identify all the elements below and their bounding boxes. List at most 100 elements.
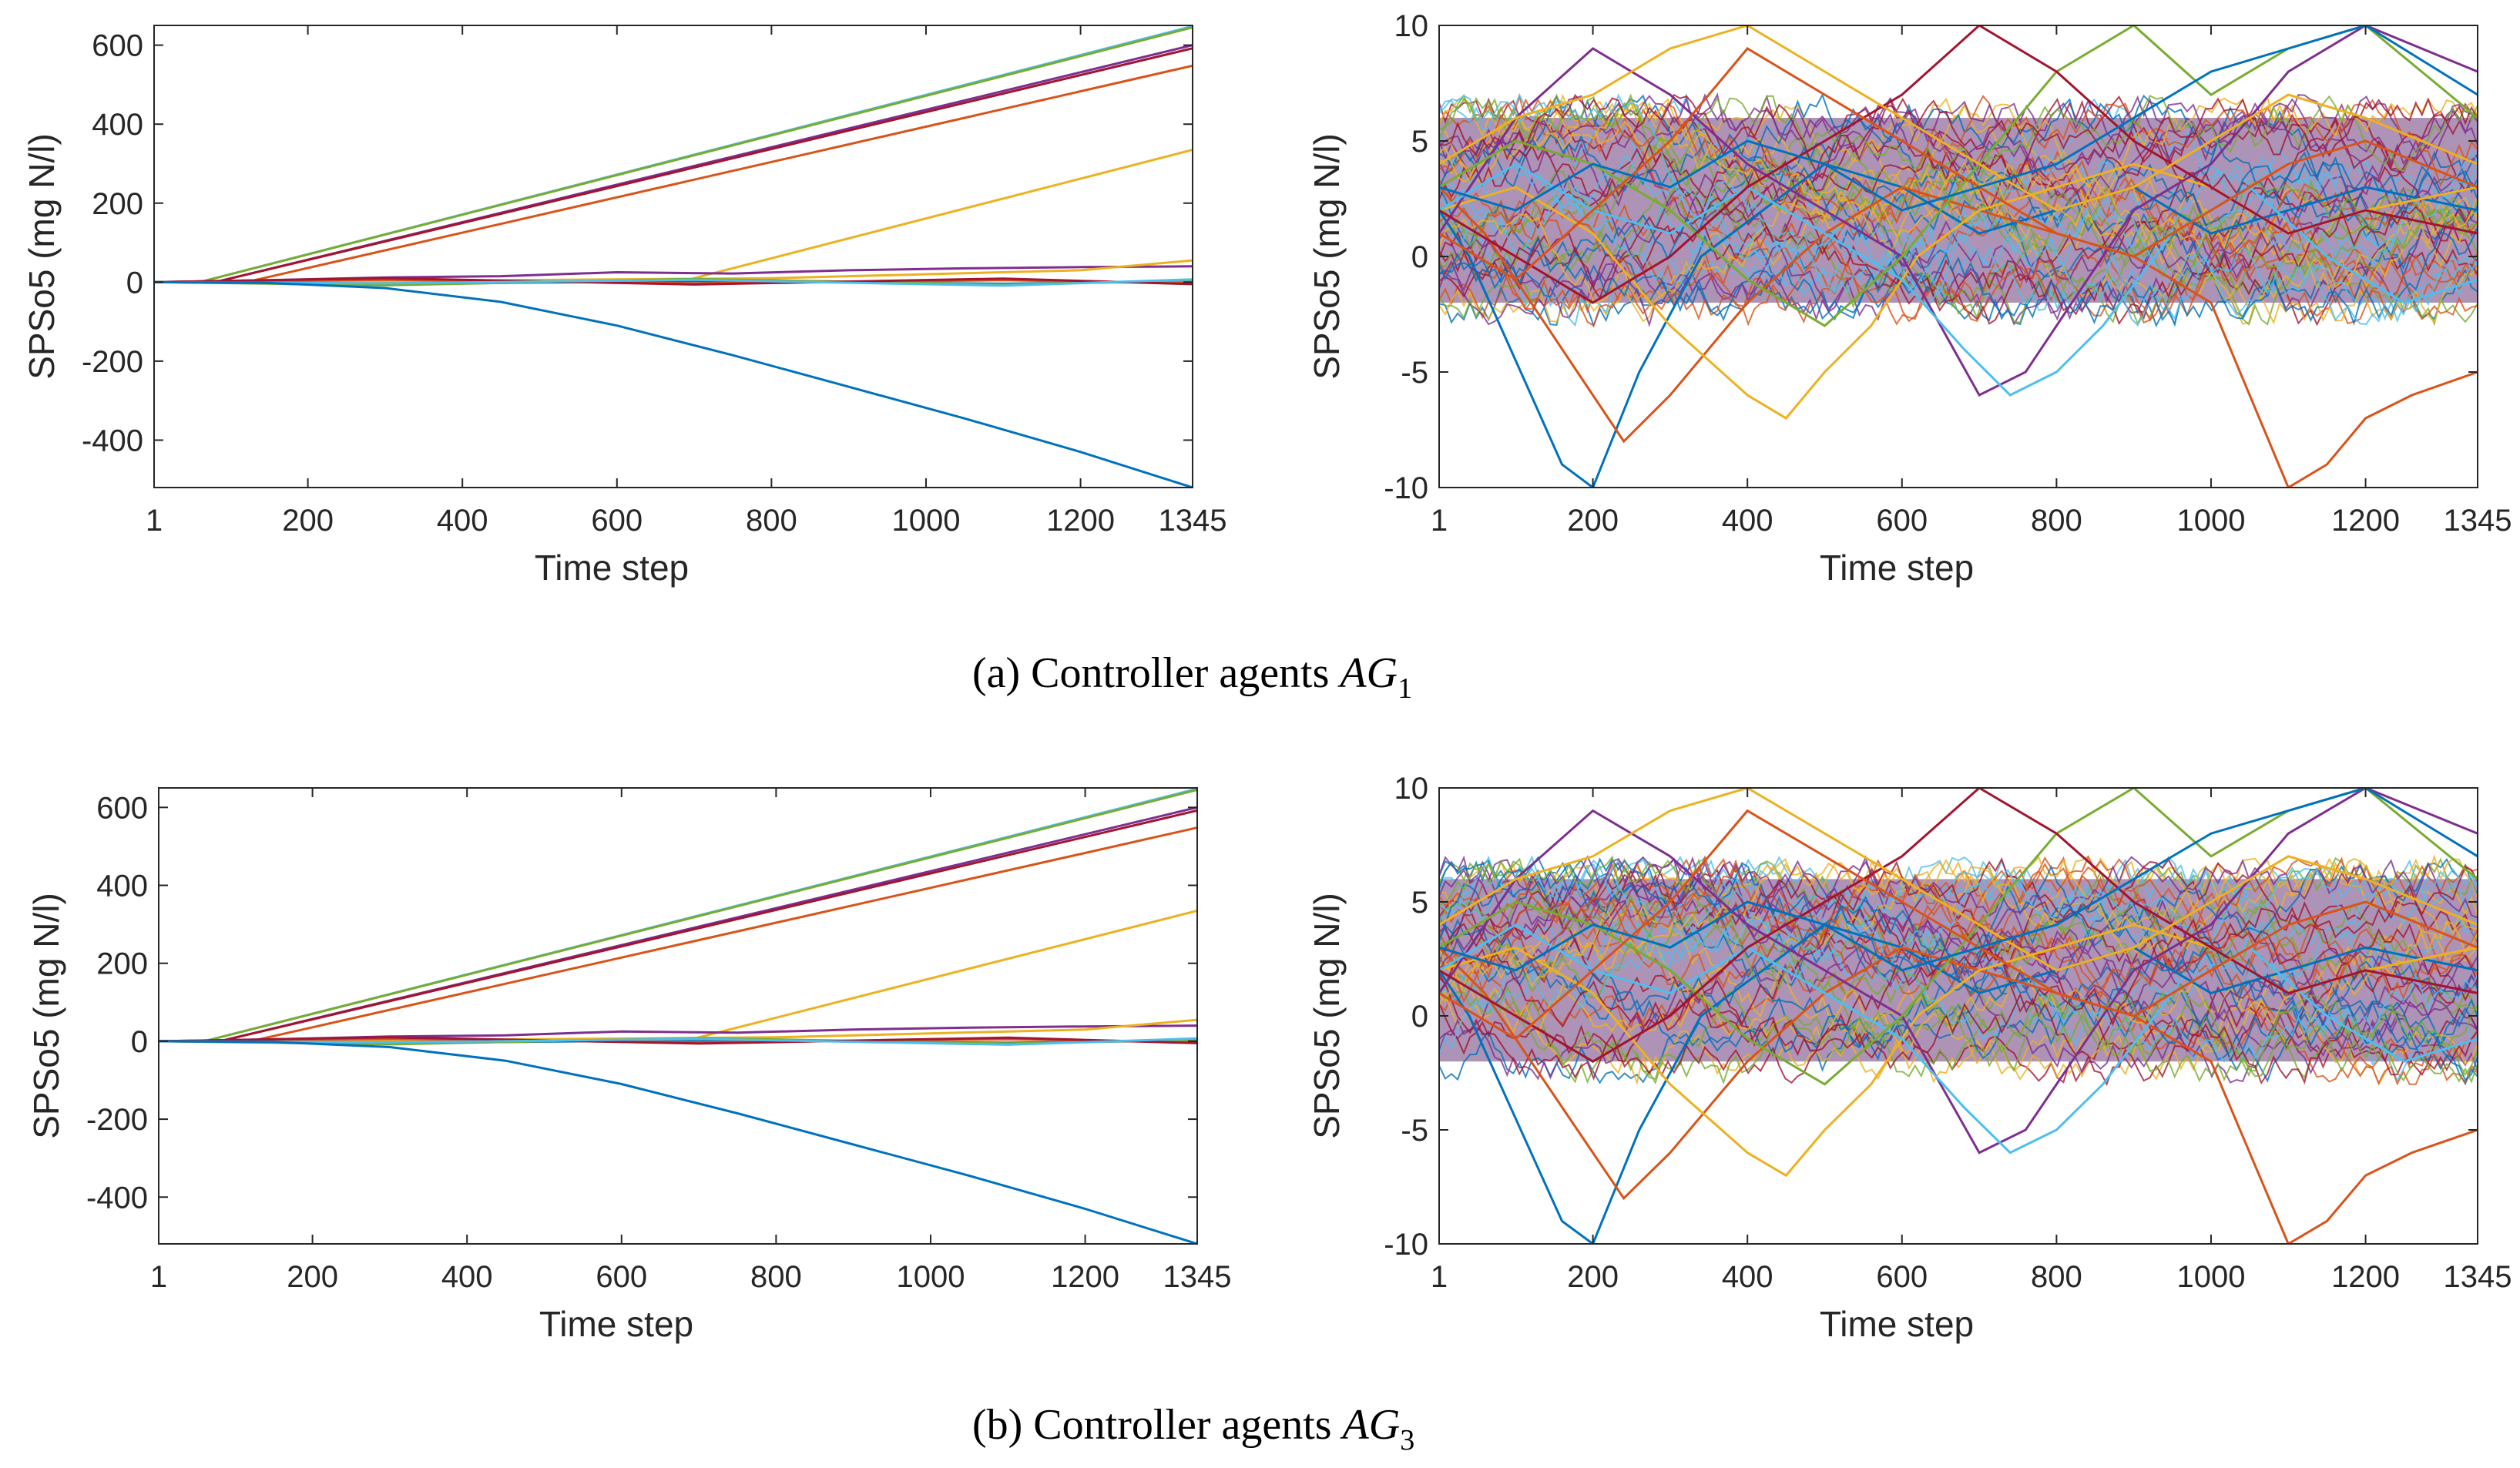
series-line-s5 — [159, 826, 1197, 1043]
series-line-r8 — [1439, 25, 2478, 212]
x-tick-label: 200 — [1567, 1260, 1619, 1294]
x-tick-label: 400 — [441, 1260, 493, 1294]
y-tick-label: -5 — [1401, 356, 1428, 390]
series-line-r7 — [1439, 25, 2478, 304]
x-tick-label: 400 — [1722, 504, 1773, 538]
x-tick-label: 1200 — [1046, 504, 1115, 538]
series-line-r5 — [1439, 923, 2478, 1155]
x-tick-label: 600 — [591, 504, 643, 538]
series-line-r6 — [1439, 25, 2478, 327]
series-line-r1 — [1439, 923, 2478, 1244]
caption-b-prefix: (b) Controller agents — [972, 1401, 1343, 1449]
bundle-trace — [1439, 855, 2478, 973]
y-tick-label: 5 — [1411, 886, 1428, 920]
x-tick-label: 600 — [596, 1260, 647, 1294]
caption-b: (b) Controller agents AG3 — [972, 1401, 1414, 1456]
series-line-r8 — [1439, 788, 2478, 972]
caption-a-prefix: (a) Controller agents — [972, 649, 1340, 697]
series-line-r7 — [1439, 788, 2478, 1063]
x-tick-label: 200 — [282, 504, 334, 538]
series-line-r6 — [1439, 788, 2478, 1086]
y-tick-label: 10 — [1394, 9, 1429, 43]
bundle-trace — [1439, 857, 2478, 1040]
x-tick-label: 1200 — [2331, 504, 2400, 538]
y-tick-label: 10 — [1394, 772, 1429, 806]
x-tick-label: 1 — [146, 504, 163, 538]
x-tick-label: 1200 — [2331, 1260, 2400, 1294]
y-tick-label: 0 — [126, 266, 143, 300]
x-tick-label: 1345 — [2444, 504, 2512, 538]
x-tick-label: 200 — [1567, 504, 1619, 538]
series-line-r5 — [1439, 163, 2478, 397]
x-tick-label: 1000 — [2176, 1260, 2245, 1294]
series-line-r10 — [1439, 25, 2478, 212]
bundle-trace — [1439, 93, 2478, 327]
bundle-trace — [1439, 163, 2478, 307]
x-tick-label: 1000 — [2176, 504, 2245, 538]
bundle-trace — [1439, 96, 2478, 273]
caption-a-index: 1 — [1398, 672, 1412, 705]
bundle-trace — [1439, 136, 2478, 323]
bundle-trace — [1439, 169, 2478, 323]
x-tick-label: 1000 — [896, 1260, 965, 1294]
bundle-trace — [1439, 856, 2478, 1000]
y-axis-label: SPSo5 (mg N/l) — [1307, 133, 1347, 380]
x-tick-label: 400 — [437, 504, 488, 538]
y-axis-label: SPSo5 (mg N/l) — [26, 893, 66, 1139]
x-tick-label: 1200 — [1051, 1260, 1119, 1294]
y-tick-label: 200 — [92, 187, 143, 221]
bundle-trace — [1439, 142, 2478, 326]
bundle-trace — [1439, 873, 2478, 977]
axes-box — [153, 25, 1193, 488]
plot-area — [154, 25, 1193, 488]
bundle-trace — [1439, 93, 2478, 173]
bundle-trace — [1439, 855, 2478, 917]
bundle-trace — [1439, 866, 2478, 1055]
y-tick-label: 5 — [1411, 125, 1428, 159]
chart-panel-b-left: 1 200 400 600 800 1000 1200 13456004002000-200-… — [26, 787, 1231, 1344]
series-line-r9 — [1439, 809, 2478, 1041]
y-axis-label: SPSo5 (mg N/l) — [22, 133, 62, 380]
x-tick-label: 1 — [150, 1260, 167, 1294]
y-tick-label: -200 — [82, 345, 143, 379]
series-line-r9 — [1439, 47, 2478, 281]
y-tick-label: -200 — [86, 1103, 148, 1137]
x-tick-label: 600 — [1876, 1260, 1928, 1294]
y-tick-label: -400 — [82, 424, 143, 457]
y-axis-label: SPSo5 (mg N/l) — [1307, 893, 1347, 1139]
bundle-trace — [1439, 178, 2478, 276]
bundle-trace — [1439, 982, 2478, 1085]
series-line-s5 — [154, 64, 1193, 283]
x-tick-label: 1 — [1431, 1260, 1448, 1294]
y-tick-label: 400 — [96, 869, 148, 903]
x-tick-label: 1345 — [2444, 1260, 2512, 1294]
bundle-trace — [1439, 860, 2478, 1015]
x-tick-label: 1345 — [1159, 504, 1227, 538]
bundle-trace — [1439, 920, 2478, 1057]
bundle-trace — [1439, 855, 2478, 1084]
y-tick-label: 200 — [96, 947, 148, 981]
series-line-s1 — [159, 788, 1197, 1043]
y-tick-label: -400 — [86, 1181, 148, 1215]
plot-area — [1439, 25, 2478, 488]
x-tick-label: 800 — [2031, 1260, 2082, 1294]
x-tick-label: 800 — [2031, 504, 2082, 538]
series-line-s14 — [159, 1040, 1197, 1244]
series-line-s13 — [154, 278, 1193, 287]
caption-a-agent: AG — [1337, 649, 1398, 697]
caption-a: (a) Controller agents AG1 — [972, 649, 1412, 705]
y-tick-label: 400 — [92, 108, 143, 142]
bundle-trace — [1439, 176, 2478, 327]
bundle-trace — [1439, 92, 2478, 298]
y-tick-label: 600 — [96, 791, 148, 825]
x-tick-label: 600 — [1876, 504, 1928, 538]
series-line-r10 — [1439, 788, 2478, 972]
bundle-trace — [1439, 928, 2478, 1087]
y-tick-label: 600 — [92, 29, 143, 63]
axes-box — [158, 787, 1198, 1245]
series-line-s3 — [159, 806, 1197, 1043]
bundle-trace — [1439, 153, 2478, 313]
